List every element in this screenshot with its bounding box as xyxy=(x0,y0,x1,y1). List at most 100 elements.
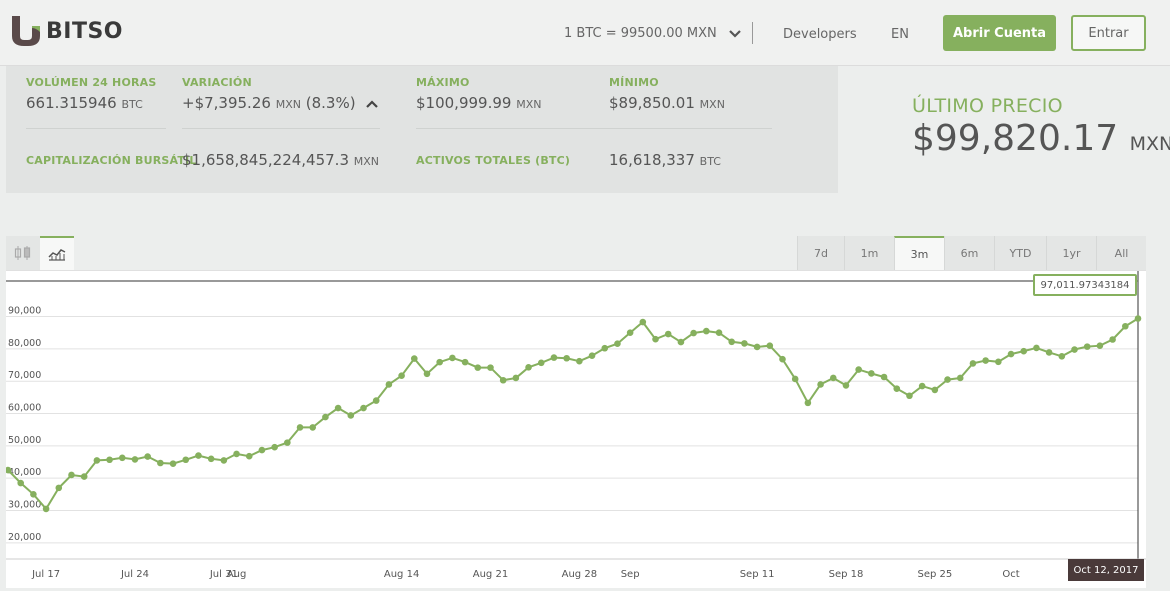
min-label: Mínimo xyxy=(609,76,659,89)
logo-text: BITSO xyxy=(46,18,124,44)
data-point xyxy=(791,375,799,383)
data-point xyxy=(55,484,63,492)
open-account-button[interactable]: Abrir Cuenta xyxy=(943,15,1056,51)
variation-pct: (8.3%) xyxy=(305,94,356,112)
stat-divider xyxy=(416,128,772,129)
price-chart[interactable]: 20,000 30,000 40,000 50,000 60,000 70,000 80,0… xyxy=(6,270,1146,588)
data-point xyxy=(944,376,951,383)
data-point xyxy=(131,456,139,463)
range-ytd-button[interactable]: YTD xyxy=(994,236,1046,270)
last-price-panel: Último precio $99,820.17 MXN xyxy=(838,66,1170,193)
data-point xyxy=(690,329,697,337)
min-number: $89,850.01 xyxy=(609,94,695,112)
data-point xyxy=(1109,336,1116,343)
candlestick-icon xyxy=(14,246,31,260)
last-price-unit: MXN xyxy=(1129,133,1170,155)
data-point xyxy=(563,354,570,362)
data-point xyxy=(207,455,215,463)
x-tick-label: Sep 25 xyxy=(917,569,952,580)
last-price-number: $99,820.17 xyxy=(912,118,1119,159)
data-point xyxy=(703,327,710,335)
data-point xyxy=(17,479,24,487)
max-label: Máximo xyxy=(416,76,470,89)
data-point xyxy=(1096,342,1104,349)
y-tick-label: 80,000 xyxy=(8,338,41,349)
x-tick-label: Aug xyxy=(227,569,247,580)
data-point xyxy=(284,439,291,446)
data-point xyxy=(322,413,329,421)
data-point xyxy=(68,471,75,479)
price-chart-svg[interactable]: 20,000 30,000 40,000 50,000 60,000 70,000 80,0… xyxy=(6,271,1146,589)
volume-label: Volúmen 24 horas xyxy=(26,76,157,89)
chart-type-toolbar xyxy=(6,236,74,270)
market-cap-number: $1,658,845,224,457.3 xyxy=(182,151,349,169)
data-point xyxy=(233,450,240,458)
data-point xyxy=(753,343,761,351)
range-6m-button[interactable]: 6m xyxy=(944,236,994,270)
data-point xyxy=(982,357,989,364)
data-point xyxy=(677,338,685,346)
min-value: $89,850.01 MXN xyxy=(609,94,725,112)
candlestick-chart-button[interactable] xyxy=(6,236,40,270)
data-point xyxy=(182,456,190,464)
data-point xyxy=(652,335,659,343)
max-number: $100,999.99 xyxy=(416,94,512,112)
total-assets-unit: BTC xyxy=(699,155,721,168)
variation-value: +$7,395.26 MXN (8.3%) xyxy=(182,94,379,112)
rate-dropdown[interactable]: 1 BTC = 99500.00 MXN xyxy=(564,26,741,41)
y-tick-label: 40,000 xyxy=(8,467,41,478)
bitso-logo[interactable]: BITSO xyxy=(8,14,123,48)
time-range-selector: 7d 1m 3m 6m YTD 1yr All xyxy=(797,236,1146,270)
data-point xyxy=(715,329,723,337)
total-assets-number: 16,618,337 xyxy=(609,151,695,169)
data-point xyxy=(220,457,228,464)
data-point xyxy=(614,340,621,348)
data-point xyxy=(918,382,926,390)
data-point xyxy=(766,342,774,349)
data-point xyxy=(93,457,101,464)
rate-label: 1 BTC = 99500.00 MXN xyxy=(564,26,717,41)
y-tick-label: 30,000 xyxy=(8,500,41,511)
chevron-up-icon xyxy=(366,100,379,108)
data-point xyxy=(499,376,507,384)
market-cap-value: $1,658,845,224,457.3 MXN xyxy=(182,151,379,169)
range-7d-button[interactable]: 7d xyxy=(797,236,844,270)
data-point xyxy=(1033,344,1040,352)
max-unit: MXN xyxy=(516,98,542,111)
range-1yr-button[interactable]: 1yr xyxy=(1046,236,1096,270)
y-tick-label: 70,000 xyxy=(8,370,41,381)
x-tick-label: Jul 24 xyxy=(120,569,149,580)
data-point xyxy=(1122,322,1129,330)
range-all-button[interactable]: All xyxy=(1096,236,1146,270)
data-point xyxy=(410,355,418,362)
line-chart-button[interactable] xyxy=(40,236,74,270)
data-point xyxy=(385,381,393,388)
last-price-label: Último precio xyxy=(912,95,1063,117)
data-point xyxy=(829,374,837,382)
x-tick-label: Sep 18 xyxy=(829,569,864,580)
market-cap-label: Capitalización bursátil xyxy=(26,154,197,167)
nav-developers-link[interactable]: Developers xyxy=(783,27,857,42)
range-1m-button[interactable]: 1m xyxy=(844,236,894,270)
y-tick-label: 60,000 xyxy=(8,403,41,414)
x-tick-label: Sep 11 xyxy=(740,569,775,580)
data-point xyxy=(245,452,253,460)
data-point xyxy=(487,364,494,371)
range-3m-button[interactable]: 3m xyxy=(894,236,944,270)
data-point xyxy=(550,354,558,361)
variation-unit: MXN xyxy=(275,98,301,111)
data-point xyxy=(80,473,88,480)
data-point xyxy=(525,364,532,371)
data-point xyxy=(474,364,482,371)
y-tick-label: 50,000 xyxy=(8,435,41,446)
market-cap-unit: MXN xyxy=(353,155,380,168)
current-date-tag: Oct 12, 2017 xyxy=(1068,559,1144,581)
volume-value: 661.315946 BTC xyxy=(26,94,143,112)
x-tick-label: Aug 14 xyxy=(384,569,419,580)
login-button[interactable]: Entrar xyxy=(1071,15,1146,51)
data-point xyxy=(931,386,939,394)
data-point xyxy=(956,374,964,382)
language-selector[interactable]: EN xyxy=(891,27,909,42)
data-point xyxy=(601,344,609,352)
data-point xyxy=(576,357,583,365)
